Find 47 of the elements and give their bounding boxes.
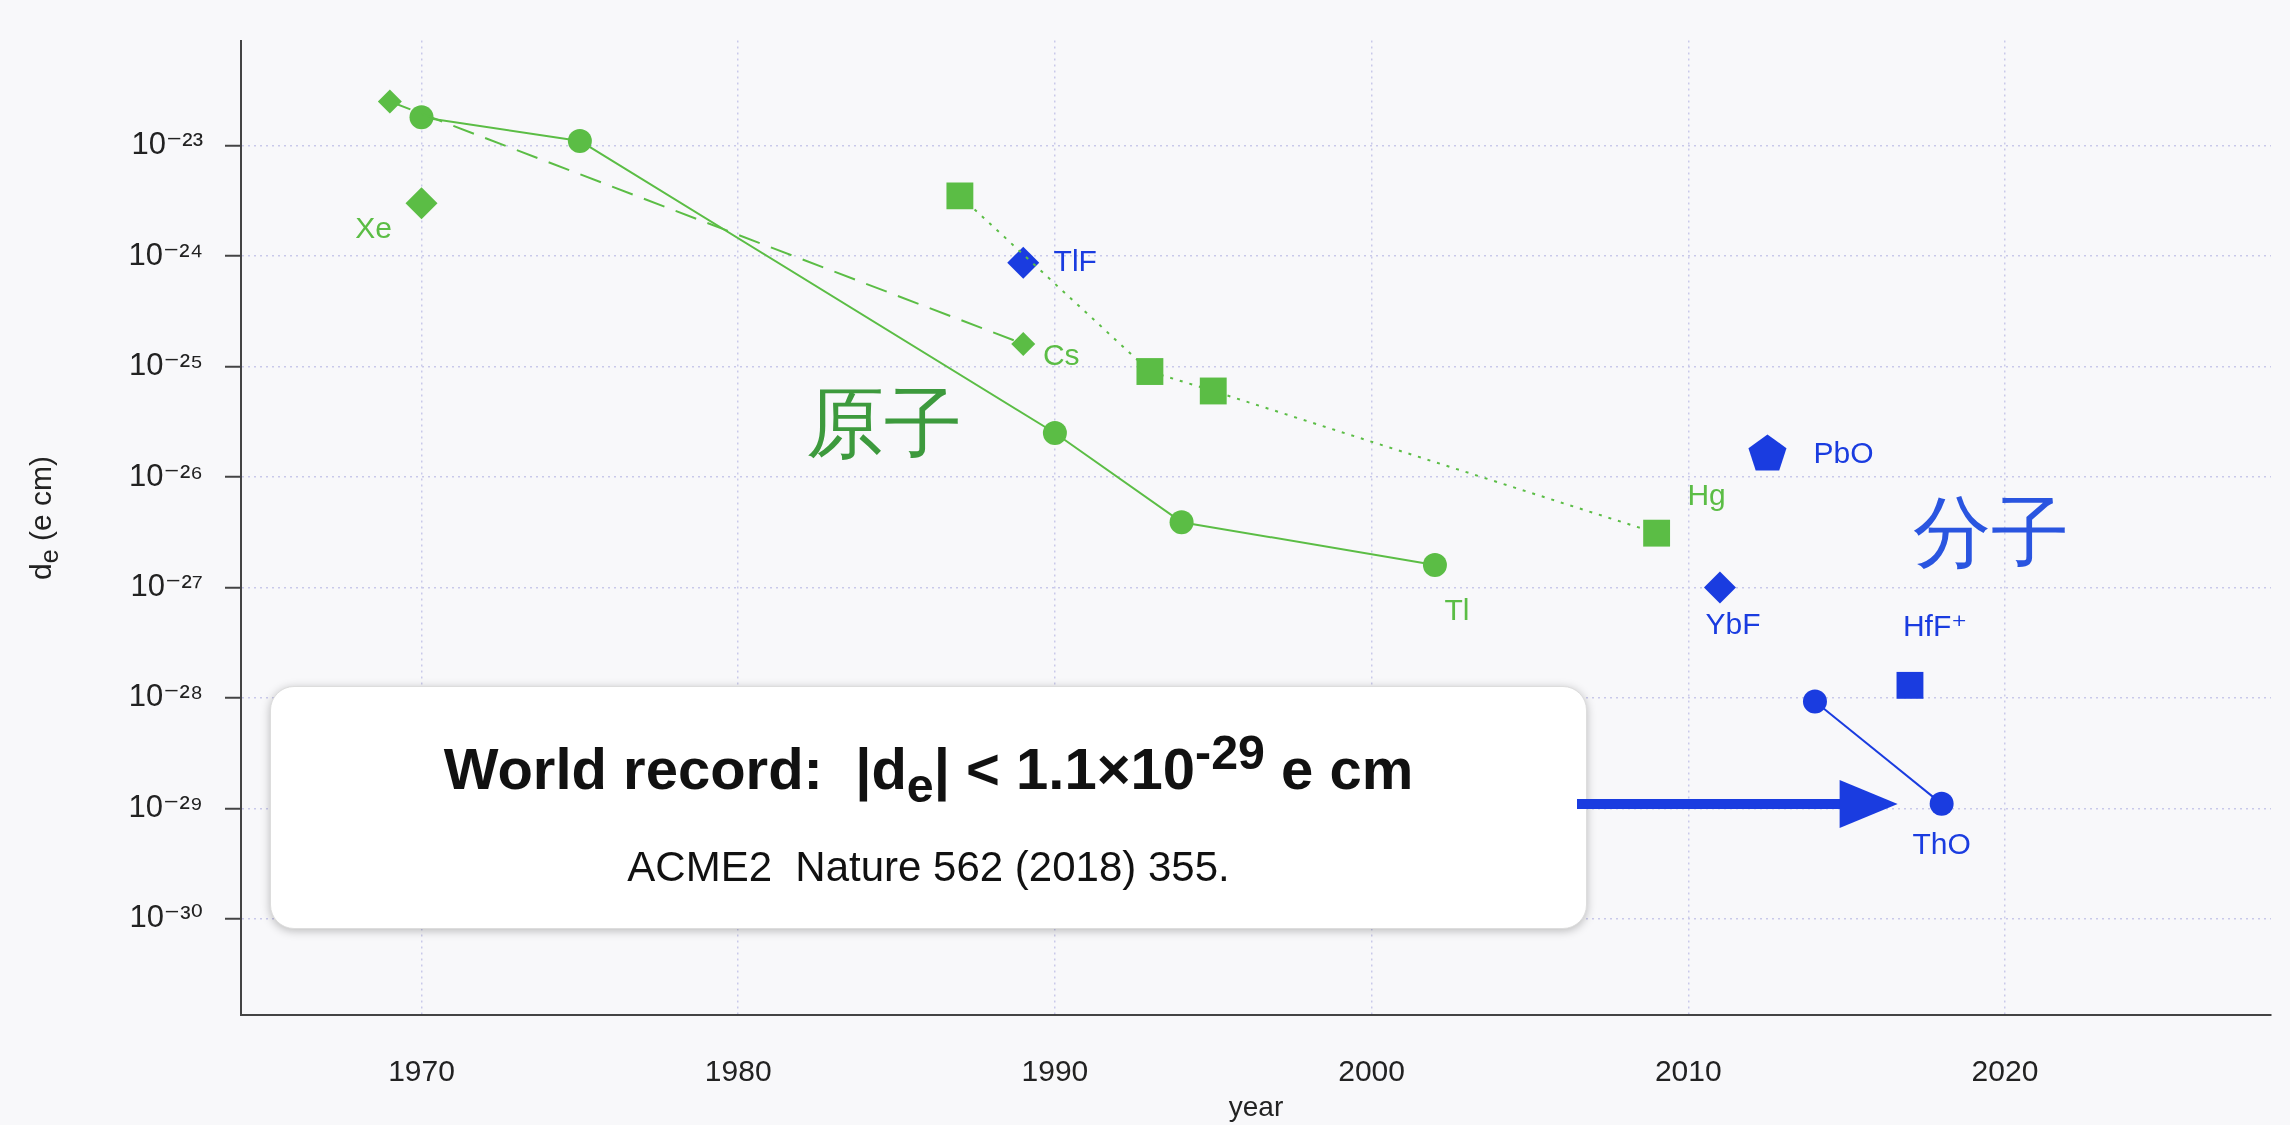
series-label: HfF⁺ xyxy=(1902,608,1968,642)
annotation: 分子 xyxy=(1913,486,2069,578)
y-tick-label: 10⁻²⁶ xyxy=(129,457,203,493)
point xyxy=(1422,552,1447,577)
series-label: Tl xyxy=(1444,593,1470,627)
series-label: Hg xyxy=(1687,478,1726,512)
series-label: TlF xyxy=(1053,243,1097,277)
point xyxy=(567,128,592,153)
point xyxy=(946,182,974,210)
annotation: World record: |d$_{e}$| < 1.1×10$^{-29}$ e cm xyxy=(443,724,1414,813)
point xyxy=(1896,671,1924,699)
point xyxy=(409,105,434,130)
series-label: Cs xyxy=(1042,338,1080,372)
x-tick-label: 2000 xyxy=(1338,1054,1405,1088)
x-axis-title: year xyxy=(1228,1090,1284,1122)
point xyxy=(405,187,438,220)
annotation: ACME2 Nature 562 (2018) 355. xyxy=(627,842,1230,891)
y-tick-label: 10⁻²⁹ xyxy=(128,788,203,824)
point xyxy=(377,89,402,114)
annotation: 原子 xyxy=(806,377,962,469)
point xyxy=(1802,689,1827,714)
x-tick-label: 1980 xyxy=(704,1054,772,1088)
series-label: Xe xyxy=(355,210,392,244)
y-tick-label: 10⁻²⁷ xyxy=(130,568,203,603)
point xyxy=(1703,571,1736,604)
y-tick-label: 10⁻²³ xyxy=(131,126,203,162)
y-tick-label: 10⁻²⁸ xyxy=(128,678,203,714)
point xyxy=(1011,331,1036,356)
y-tick-label: 10⁻²⁵ xyxy=(128,347,203,383)
point xyxy=(1042,420,1067,445)
y-tick-label: 10⁻³⁰ xyxy=(129,899,203,935)
series-label: ThO xyxy=(1912,827,1971,861)
y-tick-label: 10⁻²⁴ xyxy=(128,236,203,272)
callout-box: World record: |d$_{e}$| < 1.1×10$^{-29}$ e cm ACME2 Nature 562 (2018) 355. xyxy=(270,686,1587,929)
point xyxy=(1199,377,1227,405)
point xyxy=(1748,434,1787,471)
x-tick-label: 1990 xyxy=(1021,1054,1089,1088)
x-tick-label: 2010 xyxy=(1654,1054,1722,1088)
series-label: PbO xyxy=(1813,435,1874,469)
x-tick-label: 1970 xyxy=(388,1054,455,1088)
point xyxy=(1136,358,1164,385)
series-label: YbF xyxy=(1705,606,1761,640)
point xyxy=(1169,510,1194,535)
x-tick-label: 2020 xyxy=(1971,1054,2039,1088)
point xyxy=(1007,246,1040,279)
point xyxy=(1643,519,1671,547)
point xyxy=(1929,791,1954,816)
